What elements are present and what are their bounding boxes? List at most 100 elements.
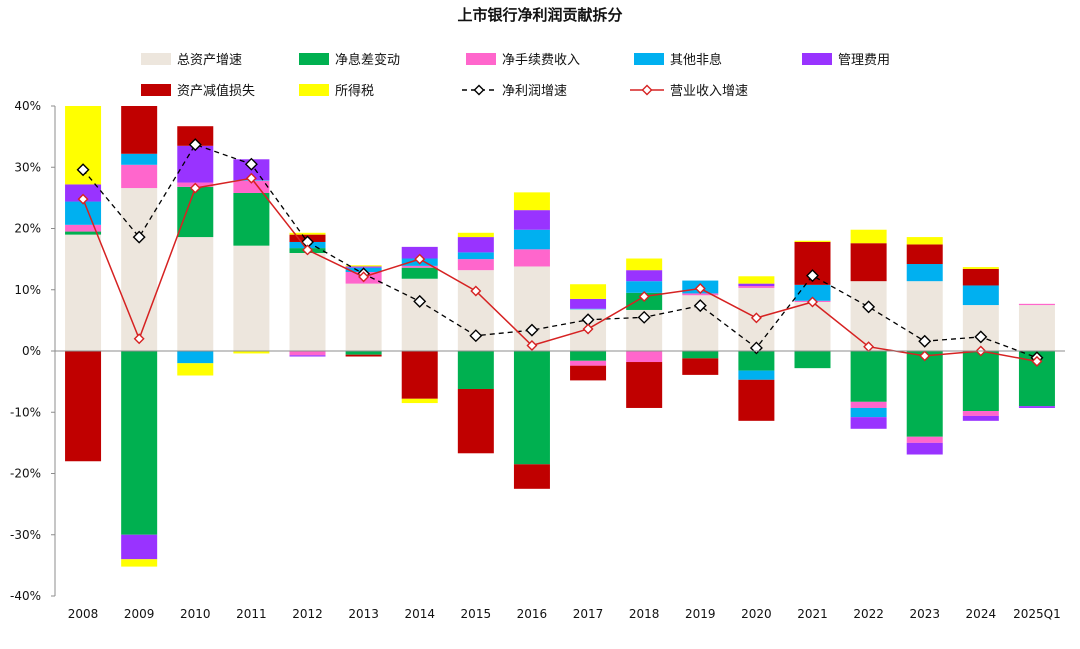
bar-segment: [121, 164, 158, 189]
x-tick-label: 2012: [292, 607, 323, 621]
line-marker: [244, 157, 258, 171]
bar-segment: [962, 267, 999, 269]
bar-segment: [457, 237, 494, 253]
y-tick-label: 10%: [14, 283, 41, 297]
x-tick-label: 2009: [124, 607, 155, 621]
bar-segment: [850, 281, 887, 351]
bar-segment: [794, 284, 831, 301]
bar-segment: [457, 259, 494, 271]
y-tick-label: 20%: [14, 222, 41, 236]
bar-segment: [570, 308, 607, 310]
bar-segment: [626, 362, 663, 408]
y-tick-label: -30%: [10, 528, 41, 542]
line-marker: [749, 341, 763, 355]
bar-segment: [233, 192, 270, 246]
bar-segment: [401, 265, 438, 268]
x-tick-label: 2020: [741, 607, 772, 621]
x-tick-label: 2022: [853, 607, 884, 621]
bar-segment: [794, 302, 831, 351]
line-marker: [806, 269, 819, 283]
legend-swatch: [802, 53, 832, 65]
line-marker: [188, 138, 202, 152]
bar-segment: [401, 398, 438, 404]
line-marker: [641, 84, 653, 96]
legend-swatch: [299, 53, 329, 65]
bar-segment: [850, 417, 887, 429]
bar-segment: [738, 276, 775, 284]
bar-segment: [738, 351, 775, 371]
bar-segment: [1018, 303, 1055, 306]
line-marker: [76, 163, 90, 177]
bar-segment: [177, 126, 214, 146]
bar-segment: [906, 351, 943, 437]
legend-label: 总资产增速: [177, 53, 242, 68]
bar-segment: [177, 237, 214, 351]
bar-segment: [233, 351, 270, 354]
bar-segment: [65, 231, 102, 235]
legend-swatch: [634, 53, 664, 65]
line-marker: [132, 230, 146, 244]
x-tick-label: 2018: [629, 607, 660, 621]
bar-segment: [65, 351, 102, 462]
line-marker: [414, 253, 426, 265]
legend-label: 营业收入增速: [670, 84, 748, 99]
line-marker: [189, 182, 201, 194]
bar-segment: [65, 224, 102, 232]
bar-segment: [962, 268, 999, 286]
x-tick-label: 2010: [180, 607, 211, 621]
legend-label: 所得税: [335, 83, 374, 99]
bar-segment: [177, 186, 214, 238]
legend-swatch: [141, 84, 171, 96]
bar-segment: [65, 201, 102, 225]
y-tick-label: 0%: [22, 344, 41, 358]
bar-segment: [738, 370, 775, 380]
legend-label: 净手续费收入: [502, 53, 580, 68]
bar-segment: [962, 411, 999, 416]
series-line: [82, 177, 1038, 363]
legend-label: 净息差变动: [335, 52, 400, 68]
bar-segment: [401, 267, 438, 279]
line-marker: [693, 299, 707, 313]
bar-segment: [289, 355, 326, 357]
bar-segment: [513, 229, 550, 250]
legend-label: 其他非息: [670, 52, 722, 68]
x-tick-label: 2024: [966, 607, 997, 621]
line-marker: [862, 300, 876, 314]
bar-segment: [401, 246, 438, 259]
bar-segment: [1018, 406, 1055, 408]
line-layer: [76, 138, 1044, 367]
bar-segment: [65, 184, 102, 202]
y-tick-label: 40%: [14, 99, 41, 113]
y-tick-label: -10%: [10, 405, 41, 419]
line-marker: [1031, 355, 1043, 367]
bar-segment: [177, 363, 214, 376]
x-tick-label: 2023: [909, 607, 940, 621]
x-tick-label: 2008: [68, 607, 99, 621]
bar-segment: [906, 264, 943, 282]
bar-segment: [121, 351, 158, 535]
bar-segment: [850, 243, 887, 282]
bar-segment: [850, 229, 887, 244]
x-tick-label: 2011: [236, 607, 267, 621]
y-tick-label: -20%: [10, 467, 41, 481]
bar-segment: [570, 360, 607, 366]
x-tick-label: 2017: [573, 607, 604, 621]
bar-segment: [457, 351, 494, 389]
bar-segment: [570, 284, 607, 299]
bar-segment: [345, 265, 382, 267]
chart-title: 上市银行净利润贡献拆分: [457, 6, 622, 24]
line-marker: [77, 193, 89, 205]
bar-segment: [570, 365, 607, 381]
line-marker: [637, 310, 651, 324]
bar-segment: [121, 153, 158, 165]
bar-segment: [682, 351, 719, 359]
line-marker: [413, 294, 427, 308]
bar-segment: [906, 244, 943, 265]
bar-segment: [401, 351, 438, 399]
bar-segment: [401, 278, 438, 351]
y-tick-label: 30%: [14, 160, 41, 174]
bar-segment: [626, 351, 663, 363]
x-tick-label: 2019: [685, 607, 716, 621]
bar-segment: [121, 534, 158, 560]
plot-area: 40%30%20%10%0%-10%-20%-30%-40% 2008 2009 2…: [10, 99, 1065, 621]
